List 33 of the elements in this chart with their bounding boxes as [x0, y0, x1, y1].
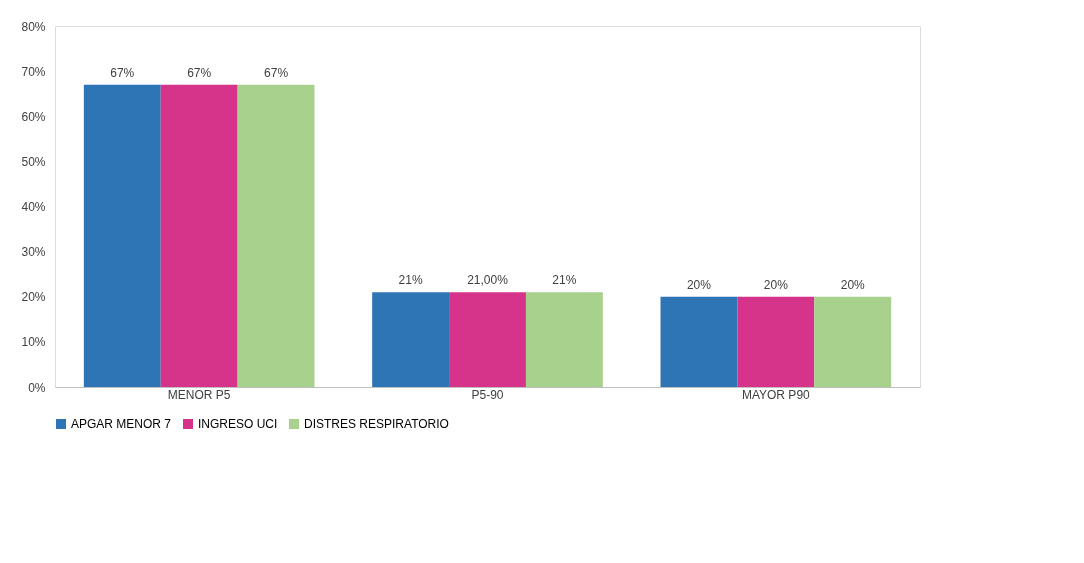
- data-label: 21%: [398, 273, 423, 288]
- bar: [660, 296, 738, 387]
- data-label: 67%: [187, 65, 212, 80]
- x-tick-label: P5-90: [471, 387, 504, 402]
- y-tick-label: 50%: [21, 154, 46, 169]
- y-tick-label: 30%: [21, 245, 46, 260]
- bar: [449, 292, 526, 387]
- y-tick-label: 80%: [21, 19, 46, 34]
- bar: [160, 84, 238, 387]
- y-tick-label: 20%: [21, 290, 46, 305]
- y-tick-label: 0%: [28, 380, 46, 395]
- legend-label: DISTRES RESPIRATORIO: [304, 417, 449, 431]
- y-tick-label: 60%: [21, 109, 46, 124]
- bar: [737, 296, 815, 387]
- legend-label: INGRESO UCI: [198, 417, 278, 431]
- data-label: 21,00%: [467, 273, 509, 288]
- y-tick-label: 70%: [21, 64, 46, 79]
- bar: [83, 84, 161, 387]
- bar: [237, 84, 315, 387]
- data-label: 21%: [552, 273, 577, 288]
- bar: [525, 292, 603, 387]
- y-tick-label: 10%: [21, 335, 46, 350]
- x-tick-label: MAYOR P90: [741, 387, 811, 402]
- y-tick-label: 40%: [21, 200, 46, 214]
- bar: [372, 292, 450, 387]
- x-tick-label: MENOR P5: [167, 387, 231, 402]
- bar: [814, 296, 892, 387]
- data-label: 67%: [264, 65, 289, 80]
- data-label: 20%: [763, 277, 789, 292]
- data-label: 20%: [686, 277, 712, 292]
- data-label: 67%: [110, 65, 135, 80]
- legend-label: APGAR MENOR 7: [71, 417, 172, 431]
- data-label: 20%: [840, 277, 866, 292]
